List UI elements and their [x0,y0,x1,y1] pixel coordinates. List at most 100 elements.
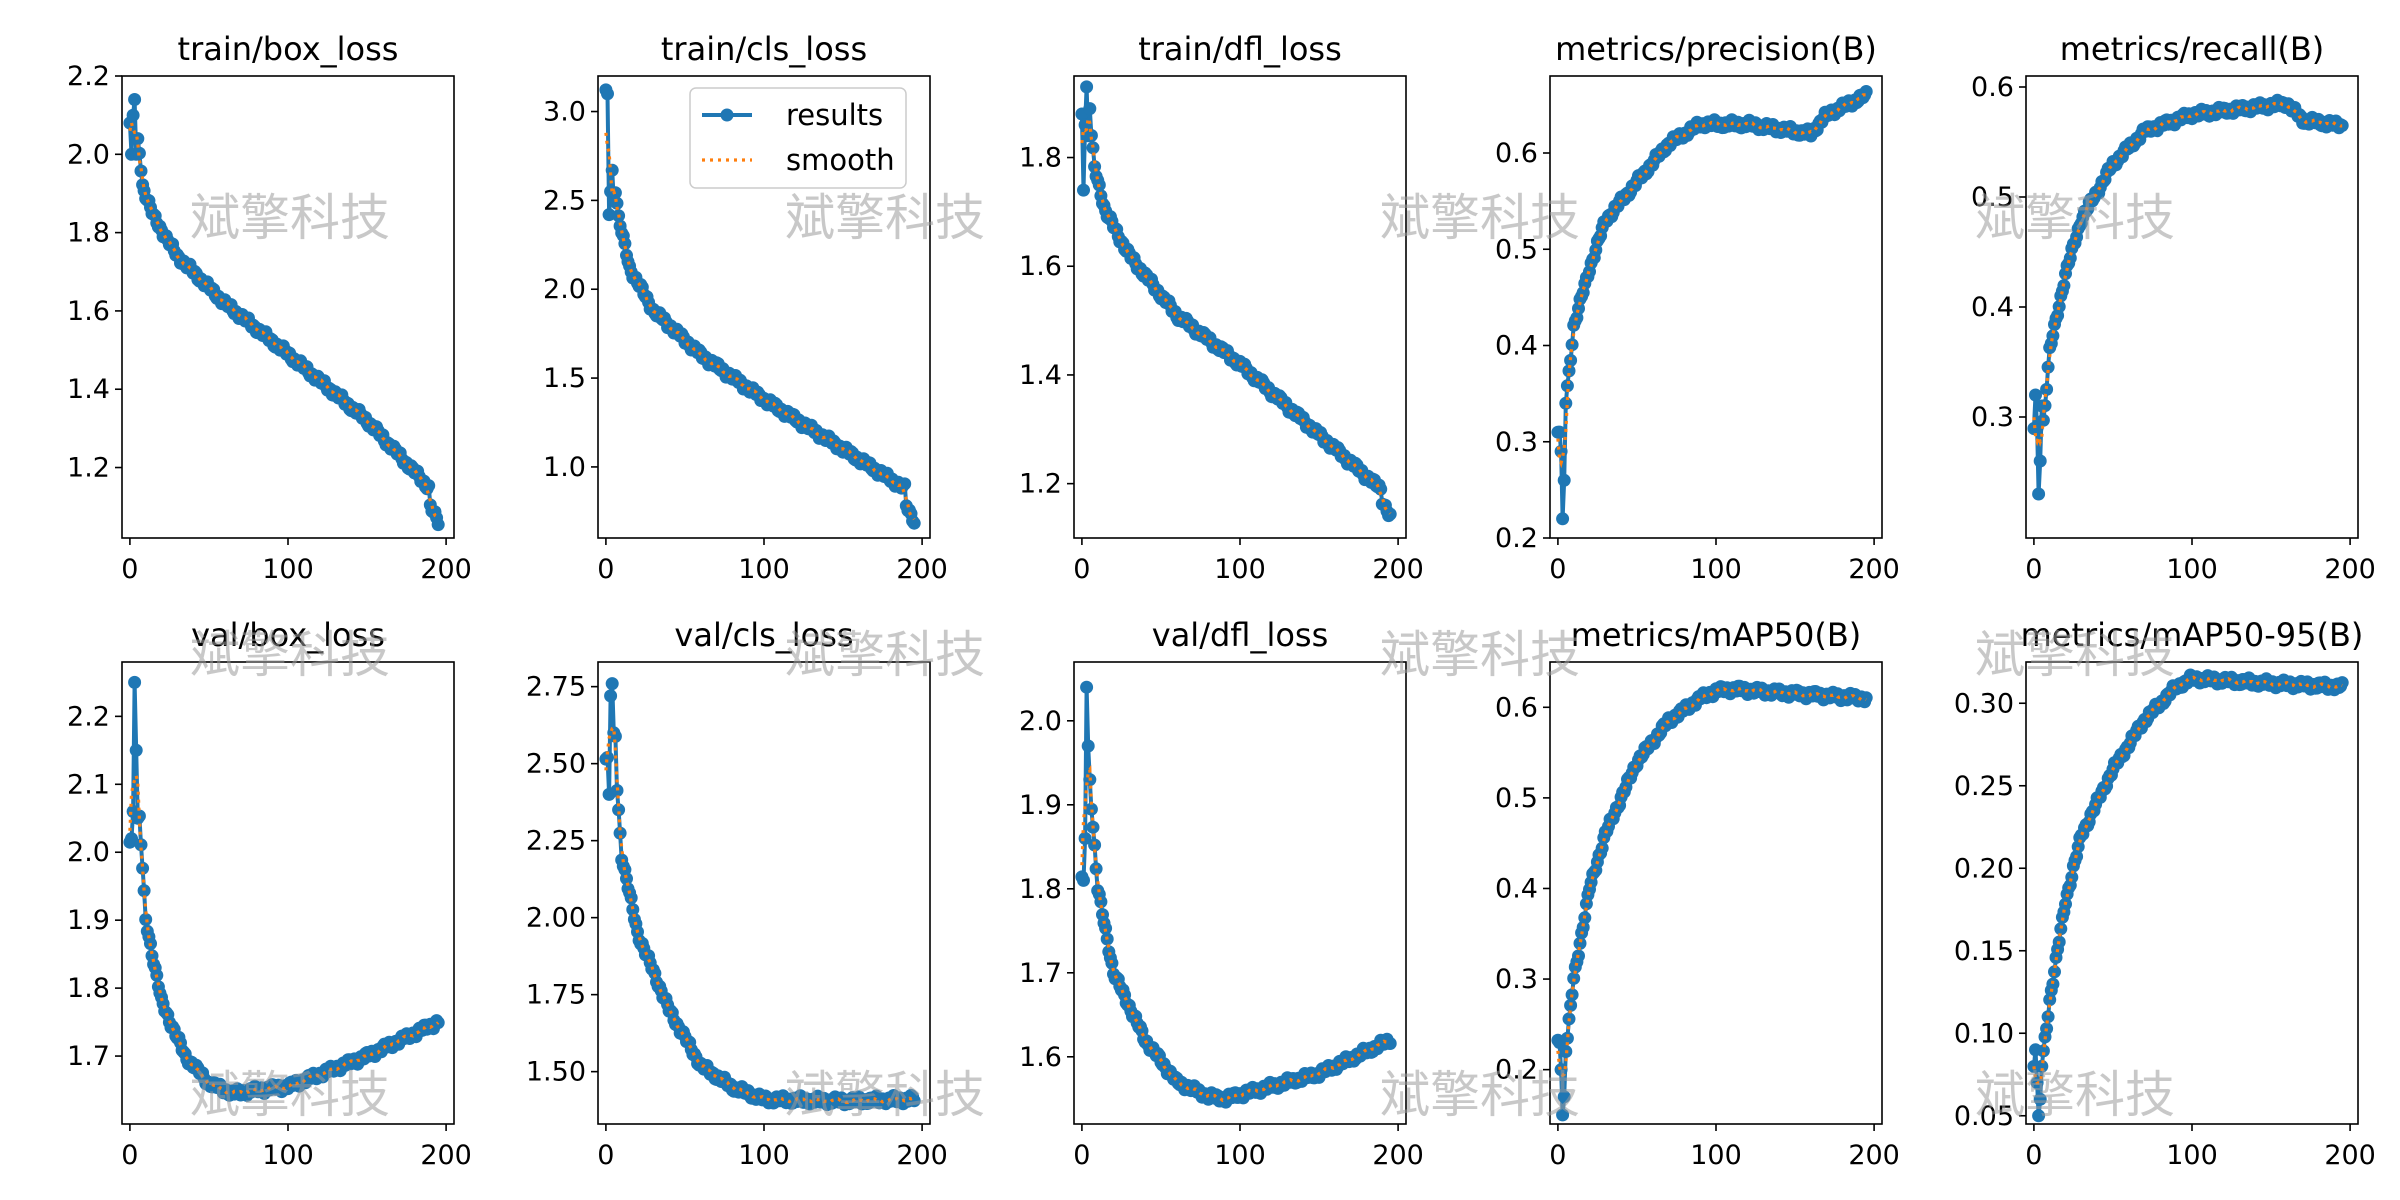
x-tick-label: 200 [896,1140,948,1171]
y-tick-label: 0.5 [1971,182,2014,213]
results-point [608,729,622,743]
results-point [604,689,618,703]
x-tick-label: 200 [420,1140,472,1171]
y-tick-label: 0.6 [1495,138,1538,169]
results-point [422,479,436,493]
y-tick-label: 0.4 [1495,873,1538,904]
results-point [1565,338,1579,352]
results-point [128,93,142,106]
watermark-text: 斌擎科技 [1975,626,2175,684]
results-point [2046,329,2060,343]
x-tick-label: 100 [1214,554,1266,585]
subplot-8: val/dfl_loss 1.6 1.7 1.8 1.9 2.0 0 100 200 [1019,616,1424,1171]
results-point [1084,802,1098,816]
y-tick-label: 2.5 [543,185,586,216]
x-tick-label: 100 [2166,554,2218,585]
axes-frame [1549,661,1883,1125]
results-point [1560,1031,1574,1045]
x-tick-label: 0 [1073,554,1090,585]
x-tick-label: 0 [2025,1140,2042,1171]
x-tick-label: 0 [2025,554,2042,585]
y-tick-label: 1.7 [67,1041,110,1072]
results-markers [1075,680,1397,1109]
results-markers [2027,93,2349,501]
y-tick-label: 0.4 [1495,331,1538,362]
y-tick-label: 1.50 [526,1057,586,1088]
results-point [1567,971,1581,985]
watermark-text: 斌擎科技 [190,189,390,247]
y-tick-label: 0.30 [1954,688,2014,719]
subplot-title: metrics/precision(B) [1555,30,1877,68]
y-tick-label: 2.2 [67,61,110,92]
watermark-text: 斌擎科技 [785,626,985,684]
results-point [1080,680,1094,694]
results-point [1086,141,1100,155]
results-point [2048,965,2061,979]
results-point [1078,831,1092,845]
y-tick-label: 1.5 [543,363,586,394]
watermark-text: 斌擎科技 [190,626,390,684]
x-tick-label: 100 [1214,1140,1266,1171]
results-markers [123,93,445,532]
axes-frame [1549,75,1883,539]
x-tick-label: 200 [1848,1140,1900,1171]
y-tick-label: 2.50 [526,749,586,780]
x-tick-label: 100 [738,1140,790,1171]
x-tick-label: 100 [2166,1140,2218,1171]
results-point [898,477,912,491]
results-point [1088,160,1102,174]
y-tick-label: 3.0 [543,97,586,128]
results-point [1559,396,1573,410]
results-point [601,87,614,101]
results-point [1556,512,1570,526]
results-point [2033,1092,2047,1106]
results-point [620,872,633,886]
y-tick-label: 0.5 [1495,783,1538,814]
x-tick-label: 100 [262,1140,314,1171]
watermark-text: 斌擎科技 [785,189,985,247]
y-tick-label: 0.3 [1971,402,2014,433]
axes-frame [121,661,455,1125]
results-point [1105,956,1119,970]
axes-frame [2025,75,2359,539]
y-tick-label: 1.2 [1019,469,1062,500]
y-tick-label: 2.2 [67,701,110,732]
results-point [2046,977,2060,991]
y-tick-label: 2.1 [67,769,110,800]
results-point [612,803,626,817]
legend: results smooth [689,87,907,189]
subplot-2: train/cls_loss 1.0 1.5 2.0 2.5 3.0 0 100 200 resu… [543,30,948,585]
legend-results-label: results [786,98,883,132]
x-tick-label: 100 [262,554,314,585]
y-tick-label: 0.6 [1495,692,1538,723]
results-point [613,826,627,840]
subplot-title: val/dfl_loss [1152,616,1329,654]
x-tick-label: 200 [896,554,948,585]
results-point [605,677,619,691]
results-point [1859,691,1873,705]
y-tick-label: 1.8 [67,218,110,249]
watermark-text: 斌擎科技 [1975,1066,2175,1124]
results-point [907,516,921,530]
subplot-4: metrics/precision(B) 0.2 0.3 0.4 0.5 0.6 0 100 2… [1495,30,1900,585]
subplot-title: train/dfl_loss [1138,30,1342,68]
subplot-title: metrics/recall(B) [2060,30,2325,68]
x-tick-label: 200 [1372,554,1424,585]
x-tick-label: 0 [1073,1140,1090,1171]
results-point [2038,399,2052,413]
results-point [2065,870,2079,884]
y-tick-label: 0.2 [1495,1055,1538,1086]
y-tick-label: 1.0 [543,452,586,483]
results-point [2036,1044,2050,1058]
x-tick-label: 100 [738,554,790,585]
y-tick-label: 0.25 [1954,771,2014,802]
results-point [125,832,138,846]
legend-results-marker [720,108,734,122]
subplot-3: train/dfl_loss 1.2 1.4 1.6 1.8 0 100 200 [1019,30,1424,585]
y-tick-label: 1.6 [1019,251,1062,282]
subplot-7: val/cls_loss 1.50 1.75 2.00 2.25 2.50 2.75 0 100… [526,616,948,1171]
y-tick-label: 2.75 [526,672,586,703]
x-tick-label: 200 [420,554,472,585]
results-point [1084,129,1098,142]
